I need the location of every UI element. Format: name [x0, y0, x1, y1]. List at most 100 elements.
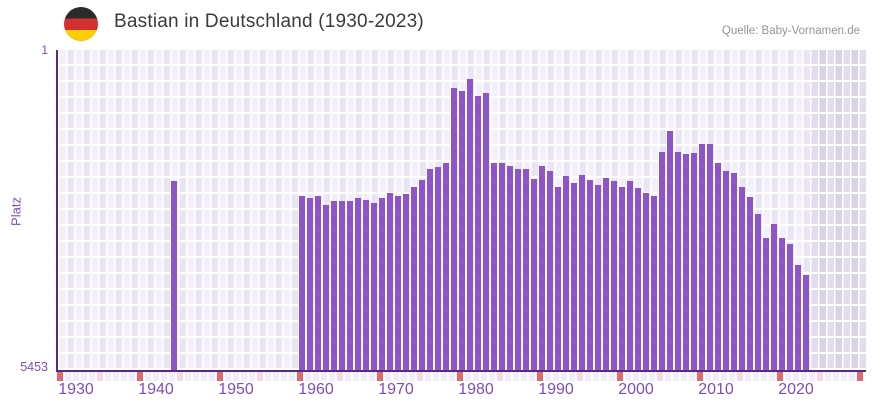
rank-bar-2004[interactable]: [666, 130, 674, 370]
rank-bar-1993[interactable]: [578, 175, 586, 370]
year-cell-1949: [224, 372, 232, 381]
year-cell-1963: [336, 372, 344, 381]
rank-bar-1973[interactable]: [418, 180, 426, 370]
rank-bar-1984[interactable]: [506, 165, 514, 370]
year-cell-2018: [776, 372, 784, 381]
rank-bar-1962[interactable]: [330, 201, 338, 370]
rank-bar-1998[interactable]: [618, 186, 626, 370]
rank-bar-2003[interactable]: [658, 152, 666, 370]
rank-bar-1995[interactable]: [594, 184, 602, 370]
x-tick-2000: 2000: [618, 381, 654, 398]
year-cell-1997: [608, 372, 616, 381]
rank-bar-1994[interactable]: [586, 180, 594, 370]
rank-bar-1990[interactable]: [554, 186, 562, 370]
rank-bar-1963[interactable]: [338, 201, 346, 370]
year-cell-1933: [96, 372, 104, 381]
year-cell-2015: [752, 372, 760, 381]
rank-bar-1991[interactable]: [562, 175, 570, 370]
rank-bar-2011[interactable]: [722, 170, 730, 370]
year-cell-2020: [792, 372, 800, 381]
rank-bar-1996[interactable]: [602, 177, 610, 370]
year-cell-1984: [504, 372, 512, 381]
year-cell-1980: [472, 372, 480, 381]
year-cell-2016: [760, 372, 768, 381]
rank-bar-1999[interactable]: [626, 180, 634, 370]
rank-bar-1968[interactable]: [378, 197, 386, 370]
rank-bar-1977[interactable]: [450, 88, 458, 370]
rank-bar-1975[interactable]: [434, 166, 442, 370]
year-cell-2000: [632, 372, 640, 381]
rank-bar-2002[interactable]: [650, 196, 658, 370]
year-cell-1978: [456, 372, 464, 381]
y-axis-label-top: 1: [41, 43, 48, 57]
rank-bar-1969[interactable]: [386, 192, 394, 370]
rank-bar-1992[interactable]: [570, 182, 578, 370]
year-cell-2027: [848, 372, 856, 381]
rank-bar-1961[interactable]: [322, 204, 330, 370]
year-cell-1957: [288, 372, 296, 381]
year-cell-1968: [376, 372, 384, 381]
rank-bar-2007[interactable]: [690, 152, 698, 370]
rank-bar-1942[interactable]: [170, 180, 178, 370]
rank-bar-1976[interactable]: [442, 162, 450, 370]
rank-bar-2021[interactable]: [802, 275, 810, 370]
rank-bar-1966[interactable]: [362, 200, 370, 370]
rank-bar-1971[interactable]: [402, 194, 410, 370]
rank-bar-1958[interactable]: [298, 196, 306, 370]
rank-bar-1997[interactable]: [610, 180, 618, 370]
rank-bar-2012[interactable]: [730, 173, 738, 370]
rank-bar-2005[interactable]: [674, 151, 682, 370]
year-cell-1974: [424, 372, 432, 381]
rank-bar-2013[interactable]: [738, 187, 746, 370]
rank-bar-1988[interactable]: [538, 165, 546, 370]
rank-bar-1964[interactable]: [346, 201, 354, 370]
year-cell-2010: [712, 372, 720, 381]
rank-bar-2019[interactable]: [786, 243, 794, 370]
rank-bar-1972[interactable]: [410, 186, 418, 370]
rank-bar-2016[interactable]: [762, 238, 770, 370]
year-cell-1929: [64, 372, 72, 381]
rank-bar-2015[interactable]: [754, 213, 762, 370]
rank-bar-1959[interactable]: [306, 198, 314, 370]
rank-bar-1981[interactable]: [482, 93, 490, 370]
year-cell-1995: [592, 372, 600, 381]
rank-bar-2009[interactable]: [706, 143, 714, 370]
year-cell-2002: [648, 372, 656, 381]
year-cell-1977: [448, 372, 456, 381]
rank-bar-1983[interactable]: [498, 162, 506, 370]
year-cell-1972: [408, 372, 416, 381]
year-cell-1934: [104, 372, 112, 381]
year-cell-1998: [616, 372, 624, 381]
rank-bar-1970[interactable]: [394, 196, 402, 370]
rank-bar-1974[interactable]: [426, 169, 434, 370]
rank-bar-1967[interactable]: [370, 202, 378, 370]
rank-bar-2001[interactable]: [642, 192, 650, 370]
rank-bar-1980[interactable]: [474, 96, 482, 370]
year-cell-1966: [360, 372, 368, 381]
rank-bar-2014[interactable]: [746, 196, 754, 370]
rank-bar-2020[interactable]: [794, 264, 802, 370]
rank-bar-1982[interactable]: [490, 163, 498, 370]
rank-bar-1979[interactable]: [466, 79, 474, 370]
year-cell-2014: [744, 372, 752, 381]
rank-bar-2008[interactable]: [698, 143, 706, 370]
year-cell-1944: [184, 372, 192, 381]
rank-bar-1986[interactable]: [522, 169, 530, 370]
rank-bar-1965[interactable]: [354, 198, 362, 370]
rank-bar-1987[interactable]: [530, 179, 538, 370]
year-cell-1976: [440, 372, 448, 381]
rank-bar-1985[interactable]: [514, 169, 522, 370]
rank-bar-1989[interactable]: [546, 171, 554, 370]
rank-bar-1978[interactable]: [458, 91, 466, 370]
year-cell-1947: [208, 372, 216, 381]
rank-bar-2010[interactable]: [714, 162, 722, 370]
year-cell-1999: [624, 372, 632, 381]
rank-bar-2017[interactable]: [770, 223, 778, 370]
rank-bar-2000[interactable]: [634, 187, 642, 370]
rank-bar-2018[interactable]: [778, 238, 786, 370]
year-cell-1961: [320, 372, 328, 381]
rank-bar-2006[interactable]: [682, 153, 690, 370]
year-cell-1959: [304, 372, 312, 381]
rank-bar-1960[interactable]: [314, 196, 322, 370]
year-cell-2005: [672, 372, 680, 381]
